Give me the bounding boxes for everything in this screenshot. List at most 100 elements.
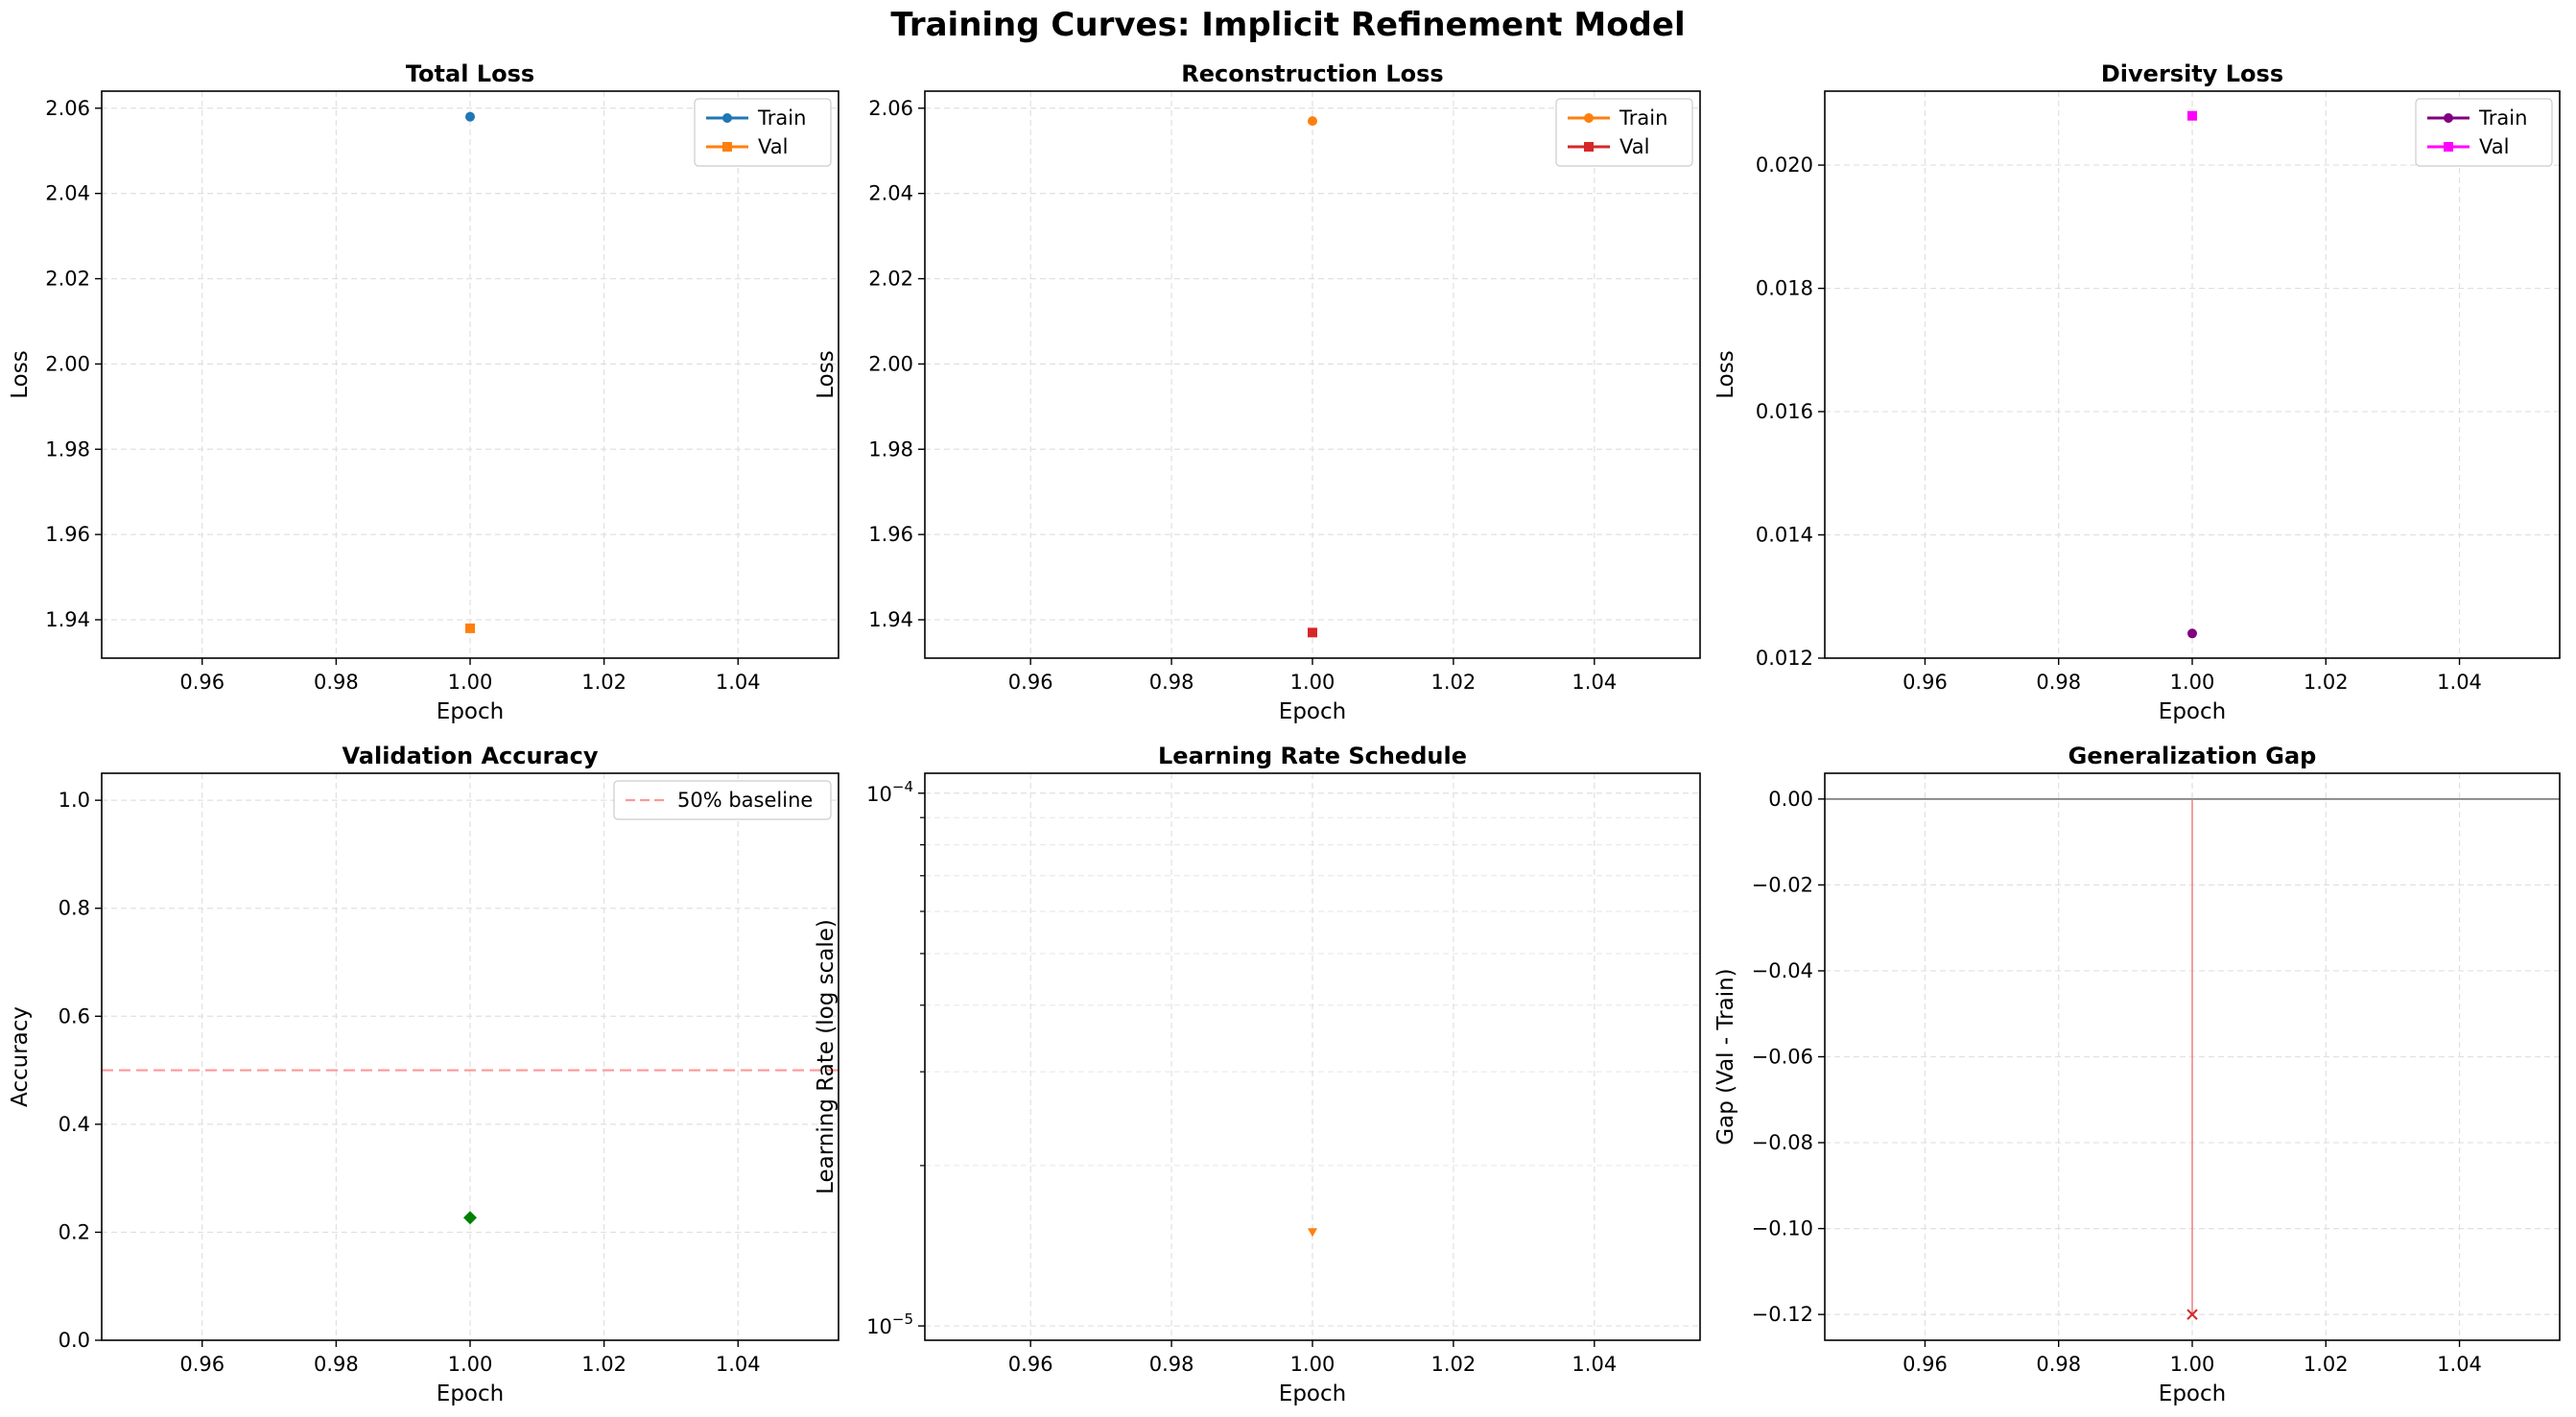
legend-label: 50% baseline bbox=[677, 789, 813, 812]
legend-item: Val bbox=[1568, 135, 1649, 158]
subplot-1: 0.96 0.98 1.00 1.02 1.04 1.94 1.96 1.98 2.00 2.02… bbox=[8, 60, 839, 724]
subplot-title: Diversity Loss bbox=[2101, 60, 2283, 87]
legend: Train Val bbox=[694, 98, 832, 167]
legend-label: Train bbox=[757, 106, 806, 130]
y-tick-label: −0.10 bbox=[1752, 1217, 1813, 1240]
y-tick-label: 0.6 bbox=[59, 1004, 90, 1027]
y-axis-label: Loss bbox=[814, 350, 839, 398]
y-tick-label: 1.0 bbox=[59, 789, 90, 812]
y-tick-label: 1.98 bbox=[868, 437, 913, 461]
x-tick-label: 1.02 bbox=[2304, 1353, 2349, 1376]
x-tick-label: 1.04 bbox=[1572, 671, 1617, 694]
legend: Train Val bbox=[1555, 98, 1693, 167]
x-tick-label: 0.98 bbox=[2036, 1353, 2081, 1376]
legend-item: 50% baseline bbox=[626, 789, 813, 812]
data-point bbox=[465, 623, 475, 633]
x-tick-label: 0.96 bbox=[1902, 671, 1948, 694]
subplot-3: 0.96 0.98 1.00 1.02 1.04 0.012 0.014 0.016 0.018… bbox=[1713, 60, 2561, 724]
y-tick-label: 0.012 bbox=[1756, 647, 1813, 670]
x-tick-label: 1.00 bbox=[1290, 671, 1335, 694]
subplot-title: Learning Rate Schedule bbox=[1158, 743, 1467, 769]
y-tick-label: 0.4 bbox=[59, 1113, 90, 1136]
y-tick-label: 0.014 bbox=[1756, 524, 1813, 547]
x-tick-label: 1.02 bbox=[1431, 671, 1477, 694]
data-point bbox=[1308, 1228, 1317, 1238]
x-tick-label: 0.96 bbox=[1008, 671, 1053, 694]
subplot-title: Generalization Gap bbox=[2068, 743, 2317, 769]
legend-item: Train bbox=[1568, 106, 1667, 130]
x-tick-label: 1.00 bbox=[448, 671, 493, 694]
legend-item: Train bbox=[2427, 106, 2527, 130]
x-tick-label: 1.04 bbox=[1572, 1353, 1617, 1376]
x-tick-label: 1.04 bbox=[716, 671, 761, 694]
x-tick-label: 0.96 bbox=[1902, 1353, 1948, 1376]
y-tick-label: 0.00 bbox=[1768, 788, 1813, 811]
x-tick-label: 1.00 bbox=[2170, 671, 2215, 694]
subplot-title: Total Loss bbox=[406, 60, 534, 87]
y-tick-label: −0.08 bbox=[1752, 1131, 1813, 1154]
x-tick-label: 0.98 bbox=[314, 671, 359, 694]
legend-box bbox=[613, 780, 832, 820]
legend-label: Val bbox=[1619, 135, 1649, 158]
subplot-4: 0.96 0.98 1.00 1.02 1.04 0.0 0.2 0.4 0.6 0.8 1.0 Va… bbox=[8, 743, 839, 1406]
x-tick-label: 0.98 bbox=[1149, 1353, 1194, 1376]
legend-item: Train bbox=[706, 106, 806, 130]
y-tick-label: 1.96 bbox=[45, 523, 90, 546]
subplot-title: Validation Accuracy bbox=[343, 743, 599, 769]
legend-marker bbox=[722, 113, 732, 123]
y-tick-label: 1.96 bbox=[868, 523, 913, 546]
y-tick-label: 2.00 bbox=[868, 352, 913, 375]
legend-label: Train bbox=[2478, 106, 2527, 130]
legend-label: Train bbox=[1619, 106, 1667, 130]
figure-title: Training Curves: Implicit Refinement Mod… bbox=[890, 6, 1686, 44]
y-tick-label: 2.00 bbox=[45, 352, 90, 375]
legend-marker bbox=[2444, 142, 2453, 152]
y-tick-label: 10−5 bbox=[866, 1311, 913, 1338]
x-tick-label: 0.96 bbox=[179, 1353, 225, 1376]
y-tick-label: 2.02 bbox=[868, 268, 913, 291]
subplot-5: 0.96 0.98 1.00 1.02 1.04 10−5 10−4 Learning Rat… bbox=[814, 743, 1701, 1406]
x-tick-label: 1.00 bbox=[2170, 1353, 2215, 1376]
legend-label: Val bbox=[2479, 135, 2509, 158]
x-tick-label: 1.00 bbox=[448, 1353, 493, 1376]
legend-marker bbox=[1584, 113, 1594, 123]
x-tick-label: 0.98 bbox=[2036, 671, 2081, 694]
x-tick-label: 0.96 bbox=[1008, 1353, 1053, 1376]
y-tick-label: 2.06 bbox=[868, 97, 913, 120]
legend-marker bbox=[722, 142, 732, 152]
data-point bbox=[1308, 627, 1317, 638]
legend-label: Val bbox=[758, 135, 788, 158]
x-tick-label: 0.96 bbox=[179, 671, 225, 694]
x-tick-label: 1.00 bbox=[1290, 1353, 1335, 1376]
data-point bbox=[1308, 116, 1317, 127]
subplot-6: 0.96 0.98 1.00 1.02 1.04 0.00 −0.02 −0.04 −0.06 −… bbox=[1713, 743, 2561, 1406]
y-tick-label: 0.8 bbox=[59, 897, 90, 920]
x-tick-label: 1.04 bbox=[2437, 1353, 2482, 1376]
x-tick-label: 1.02 bbox=[1431, 1353, 1477, 1376]
legend-marker bbox=[1584, 142, 1594, 152]
x-axis-label: Epoch bbox=[437, 1382, 504, 1406]
x-tick-label: 1.04 bbox=[2437, 671, 2482, 694]
x-tick-label: 1.02 bbox=[581, 671, 626, 694]
y-tick-label: 2.06 bbox=[45, 97, 90, 120]
y-tick-label: −0.12 bbox=[1752, 1303, 1813, 1326]
y-tick-label: −0.04 bbox=[1752, 959, 1813, 982]
x-tick-label: 1.02 bbox=[2304, 671, 2349, 694]
data-point bbox=[2187, 110, 2197, 121]
x-axis-label: Epoch bbox=[1279, 699, 1346, 724]
y-tick-label: 0.0 bbox=[59, 1329, 90, 1352]
y-axis-label: Gap (Val - Train) bbox=[1713, 968, 1738, 1145]
y-axis-label: Learning Rate (log scale) bbox=[814, 919, 839, 1194]
x-tick-label: 0.98 bbox=[314, 1353, 359, 1376]
data-point bbox=[2186, 1309, 2198, 1320]
y-axis-label: Loss bbox=[8, 350, 33, 398]
y-tick-label: 0.2 bbox=[59, 1220, 90, 1243]
y-tick-label: 2.04 bbox=[45, 182, 90, 205]
subplot-2: 0.96 0.98 1.00 1.02 1.04 1.94 1.96 1.98 2.00 2.02… bbox=[814, 60, 1701, 724]
data-point bbox=[463, 1211, 477, 1225]
legend-item: Val bbox=[2427, 135, 2509, 158]
y-tick-label: 0.018 bbox=[1756, 277, 1813, 300]
x-axis-label: Epoch bbox=[2159, 1382, 2226, 1406]
x-tick-label: 1.04 bbox=[716, 1353, 761, 1376]
